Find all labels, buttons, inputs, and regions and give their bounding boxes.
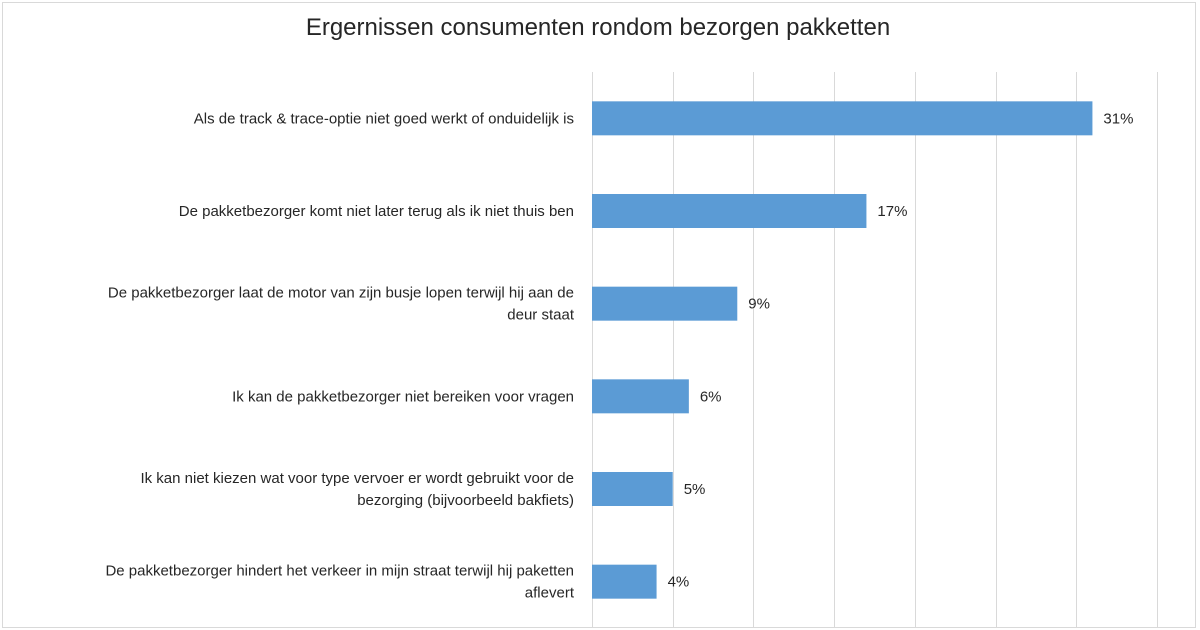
bar <box>592 101 1093 136</box>
category-label: De pakketbezorger hindert het verkeer in… <box>105 563 574 580</box>
bar <box>592 379 689 414</box>
category-label: De pakketbezorger komt niet later terug … <box>179 203 574 220</box>
value-labels: 31% 17% 9% 6% 5% 4% <box>668 110 1134 590</box>
data-label: 6% <box>700 388 722 405</box>
data-label: 9% <box>748 296 770 313</box>
category-labels: Als de track & trace-optie niet goed wer… <box>105 110 574 601</box>
bar <box>592 286 738 321</box>
chart-title: Ergernissen consumenten rondom bezorgen … <box>305 14 891 41</box>
gridlines <box>592 72 1158 628</box>
category-label: aflevert <box>525 585 575 602</box>
category-label: De pakketbezorger laat de motor van zijn… <box>108 285 574 302</box>
category-label: Als de track & trace-optie niet goed wer… <box>194 110 574 127</box>
data-label: 17% <box>877 203 907 220</box>
data-label: 31% <box>1103 110 1133 127</box>
data-label: 5% <box>684 481 706 498</box>
category-label: deur staat <box>507 307 575 324</box>
bar <box>592 194 867 228</box>
bar <box>592 564 657 599</box>
category-label: bezorging (bijvoorbeeld bakfiets) <box>357 492 574 509</box>
bar <box>592 472 673 506</box>
bars <box>592 101 1093 599</box>
data-label: 4% <box>668 574 690 591</box>
category-label: Ik kan de pakketbezorger niet bereiken v… <box>232 388 574 405</box>
category-label: Ik kan niet kiezen wat voor type vervoer… <box>140 470 574 487</box>
